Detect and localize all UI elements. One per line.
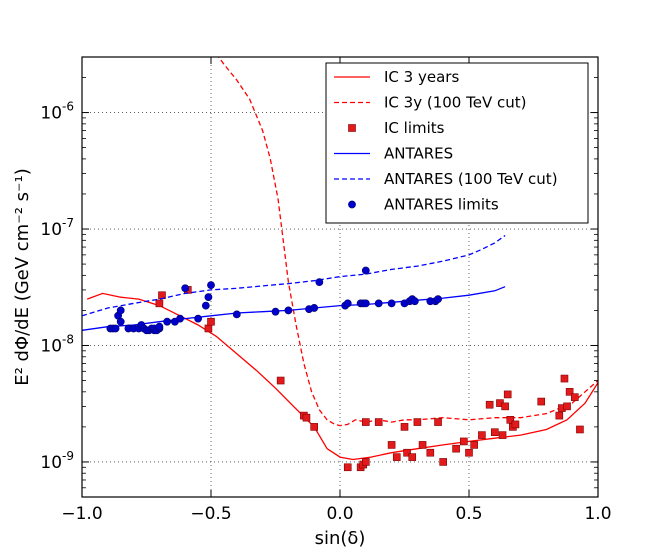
- data-point-ic-limits: [452, 444, 460, 453]
- data-point-antares-limits: [201, 301, 210, 310]
- data-point-ic-limits: [501, 402, 509, 411]
- data-point-ic-limits: [400, 423, 409, 431]
- legend-swatch-ic-limits: [348, 124, 356, 132]
- data-point-ic-limits: [310, 423, 319, 431]
- legend: IC 3 years IC 3y (100 TeV cut) IC limits AN…: [325, 62, 589, 224]
- data-point-antares-limits: [207, 281, 215, 289]
- x-tick-label: 0.0: [326, 504, 353, 524]
- axis-ticks: −1.0 −0.5 0.0 0.5 1.0 10-9 10-8 10-7 10-6: [40, 56, 612, 524]
- data-point-antares-limits: [111, 324, 120, 333]
- data-point-ic-limits: [563, 402, 571, 411]
- data-point-ic-limits: [511, 420, 520, 429]
- series-line-ic-3-years: [86, 292, 598, 461]
- y-tick-label: 10-6: [40, 100, 74, 124]
- legend-label-antares: ANTARES: [384, 145, 453, 163]
- series-line-antares: [82, 286, 506, 331]
- legend-box: [325, 62, 589, 224]
- data-point-antares-limits: [163, 317, 172, 326]
- data-point-antares-limits: [410, 297, 419, 306]
- legend-label-ic-limits: IC limits: [384, 119, 445, 137]
- data-point-ic-limits: [555, 411, 564, 420]
- data-point-antares-limits: [434, 295, 442, 304]
- data-point-ic-limits: [392, 453, 401, 461]
- data-point-ic-limits: [537, 397, 546, 406]
- data-point-antares-limits: [116, 317, 125, 326]
- data-point-ic-limits: [478, 431, 486, 439]
- x-tick-label: −1.0: [61, 504, 102, 524]
- data-point-antares-limits: [315, 278, 324, 287]
- data-point-antares-limits: [181, 284, 190, 293]
- data-point-ic-limits: [302, 413, 311, 422]
- y-tick-label: 10-9: [40, 449, 74, 473]
- data-point-ic-limits: [470, 441, 478, 449]
- data-point-ic-limits: [408, 453, 417, 461]
- data-point-ic-limits: [460, 437, 468, 446]
- data-point-ic-limits: [576, 425, 584, 434]
- data-point-ic-limits: [403, 448, 411, 457]
- data-point-ic-limits: [361, 458, 370, 466]
- data-point-ic-limits: [343, 463, 352, 472]
- y-axis-label: E² dΦ/dE (GeV cm⁻² s⁻¹): [12, 168, 33, 386]
- data-point-ic-limits: [155, 299, 164, 308]
- data-point-ic-limits: [434, 418, 442, 426]
- x-tick-label: −0.5: [190, 504, 231, 524]
- legend-label-antares-limits: ANTARES limits: [384, 196, 499, 214]
- data-point-ic-limits: [276, 376, 285, 385]
- data-point-antares-limits: [361, 266, 370, 275]
- data-point-antares-limits: [387, 299, 396, 308]
- data-point-ic-limits: [387, 441, 396, 449]
- x-tick-label: 1.0: [584, 504, 611, 524]
- data-point-ic-limits: [426, 448, 435, 457]
- data-point-ic-limits: [361, 418, 370, 426]
- data-point-antares-limits: [116, 306, 125, 315]
- x-axis-label: sin(δ): [315, 528, 366, 549]
- data-point-antares-limits: [271, 307, 280, 316]
- data-point-antares-limits: [194, 314, 202, 323]
- data-point-ic-limits: [503, 390, 512, 399]
- data-point-antares-limits: [176, 314, 184, 323]
- data-point-ic-limits: [498, 431, 507, 439]
- series-line-antares-100-tev-cut: [82, 234, 506, 317]
- series-line-ic-3y-100-tev-cut: [217, 57, 598, 427]
- plot-data: [82, 57, 598, 472]
- legend-label-antares-100-tev-cut: ANTARES (100 TeV cut): [384, 170, 558, 188]
- x-tick-label: 0.5: [455, 504, 482, 524]
- legend-swatch-antares-limits: [348, 200, 356, 209]
- data-point-antares-limits: [310, 304, 319, 312]
- data-point-antares-limits: [232, 310, 241, 319]
- data-point-antares-limits: [343, 299, 352, 308]
- data-point-ic-limits: [374, 418, 383, 426]
- legend-label-ic-3-years: IC 3 years: [384, 68, 459, 86]
- legend-label-ic-3y-100-tev-cut: IC 3y (100 TeV cut): [384, 94, 526, 112]
- data-point-ic-limits: [570, 393, 579, 401]
- data-point-antares-limits: [361, 299, 370, 308]
- data-point-ic-limits: [560, 374, 569, 383]
- data-point-ic-limits: [485, 400, 494, 409]
- data-point-ic-limits: [490, 428, 499, 437]
- data-point-ic-limits: [418, 441, 427, 449]
- data-point-ic-limits: [207, 317, 215, 326]
- data-point-ic-limits: [204, 324, 213, 333]
- data-point-ic-limits: [565, 388, 574, 396]
- data-point-antares-limits: [155, 322, 164, 331]
- data-point-ic-limits: [439, 458, 448, 466]
- data-point-antares-limits: [284, 306, 293, 315]
- y-tick-label: 10-8: [40, 332, 74, 356]
- data-point-ic-limits: [413, 418, 422, 426]
- data-point-antares-limits: [204, 293, 213, 302]
- data-point-ic-limits: [465, 448, 473, 457]
- data-point-antares-limits: [374, 299, 383, 308]
- y-tick-label: 10-7: [40, 216, 74, 240]
